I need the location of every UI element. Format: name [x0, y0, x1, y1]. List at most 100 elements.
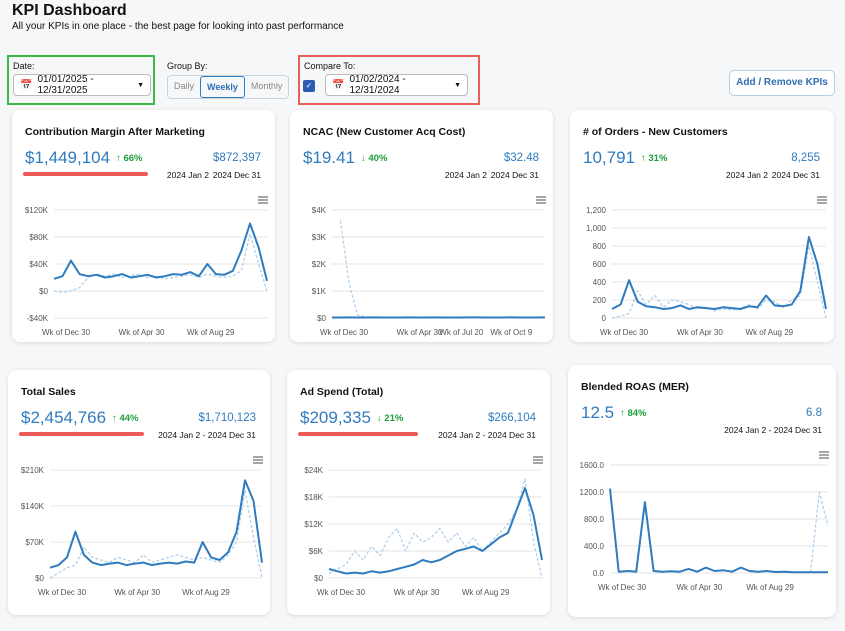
y-tick-label: $70K [25, 538, 44, 547]
kpi-card: NCAC (New Customer Acq Cost) $19.41 ↓ 40% $… [290, 110, 553, 342]
y-tick-label: $0 [317, 314, 326, 323]
y-tick-label: $0 [314, 574, 323, 583]
group-by-option[interactable]: Weekly [200, 76, 245, 98]
y-tick-label: 800.0 [584, 515, 605, 524]
highlight-underline [298, 432, 418, 436]
series-line [53, 222, 268, 282]
compare-value: $266,104 [488, 412, 536, 424]
x-tick-label: Wk of Aug 29 [182, 588, 230, 597]
compare-value: 6.8 [806, 407, 822, 419]
y-tick-label: $2K [312, 260, 327, 269]
y-tick-label: $18K [304, 493, 323, 502]
x-tick-label: Wk of Apr 30 [114, 588, 160, 597]
x-tick-label: Wk of Aug 29 [746, 328, 794, 337]
compare-period: 2024 Dec 31 [771, 170, 820, 180]
y-tick-label: 1,000 [586, 224, 607, 233]
compare-period: 2024 Dec 31 [490, 170, 539, 180]
x-tick-label: Wk of Oct 9 [490, 328, 532, 337]
y-tick-label: -$40K [27, 314, 49, 323]
compare-period: 2024 Jan 2 [444, 170, 487, 180]
y-tick-label: $1K [312, 287, 327, 296]
series-line [328, 478, 543, 579]
kpi-card: Total Sales $2,454,766 ↑ 44% $1,710,123 2024… [8, 370, 270, 615]
group-by-selector: Daily Weekly Monthly [167, 75, 290, 99]
y-tick-label: 0.0 [593, 569, 605, 578]
compare-label: Compare To: [304, 61, 356, 71]
y-tick-label: $120K [25, 206, 49, 215]
kpi-card: Blended ROAS (MER) 12.5 ↑ 84% 6.8 2024 Jan 2… [568, 365, 836, 617]
card-title: NCAC (New Customer Acq Cost) [303, 126, 466, 138]
y-tick-label: $4K [312, 206, 327, 215]
kpi-change: ↓ 21% [376, 413, 404, 424]
series-line [49, 490, 263, 579]
x-tick-label: Wk of Apr 30 [676, 583, 722, 592]
x-tick-label: Wk of Dec 30 [38, 588, 87, 597]
line-chart: $0 $6K $12K $18K $24K Wk of Dec 30 Wk of Apr 3… [304, 456, 543, 597]
kpi-value: $2,454,766 [21, 408, 107, 427]
x-tick-label: Wk of Dec 30 [598, 583, 647, 592]
y-tick-label: 400.0 [584, 542, 605, 551]
compare-picker[interactable]: 📅 01/02/2024 - 12/31/2024 ▼ [325, 74, 468, 96]
compare-checkbox[interactable]: ✓ [303, 80, 315, 92]
x-tick-label: Wk of Apr 30 [397, 328, 443, 337]
x-tick-label: Wk of Apr 30 [677, 328, 723, 337]
series-line [611, 236, 827, 310]
x-tick-label: Wk of Apr 30 [119, 328, 165, 337]
card-title: Total Sales [21, 386, 76, 398]
x-tick-label: Wk of Dec 30 [320, 328, 369, 337]
kpi-card: # of Orders - New Customers 10,791 ↑ 31% 8,… [570, 110, 834, 342]
y-tick-label: $210K [21, 466, 45, 475]
card-title: # of Orders - New Customers [583, 126, 728, 138]
x-tick-label: Wk of Dec 30 [42, 328, 91, 337]
x-tick-label: Wk of Dec 30 [317, 588, 366, 597]
series-line [49, 479, 263, 569]
kpi-value: $1,449,104 [25, 148, 111, 167]
date-picker[interactable]: 📅 01/01/2025 - 12/31/2025 ▼ [13, 74, 151, 96]
card-title: Contribution Margin After Marketing [25, 126, 205, 138]
compare-highlight [298, 55, 480, 105]
date-label: Date: [13, 61, 35, 71]
card-title: Ad Spend (Total) [300, 386, 384, 398]
kpi-card: Contribution Margin After Marketing $1,44… [12, 110, 275, 342]
x-tick-label: Wk of Apr 30 [394, 588, 440, 597]
y-tick-label: 600 [593, 260, 607, 269]
compare-period: 2024 Jan 2 [166, 170, 209, 180]
line-chart: 0.0 400.0 800.0 1200.0 1600.0 Wk of Dec 30 Wk … [580, 451, 829, 592]
page-subtitle: All your KPIs in one place - the best pa… [12, 21, 344, 32]
y-tick-label: $12K [304, 520, 323, 529]
compare-period: 2024 Dec 31 [212, 170, 261, 180]
y-tick-label: $80K [29, 233, 48, 242]
y-tick-label: $3K [312, 233, 327, 242]
line-chart: $0 $70K $140K $210K Wk of Dec 30 Wk of Apr 30… [21, 456, 263, 597]
line-chart: 0 200 400 600 800 1,000 1,200 Wk of Dec 30 Wk of… [586, 196, 827, 337]
line-chart: $0 $1K $2K $3K $4K Wk of Dec 30 Wk of Apr 30 Wk… [312, 196, 546, 337]
group-by-option[interactable]: Daily [174, 81, 195, 91]
compare-period: 2024 Jan 2 - 2024 Dec 31 [158, 430, 256, 440]
compare-value: $32.48 [503, 152, 539, 164]
series-line [53, 233, 268, 293]
series-line [810, 491, 829, 573]
compare-value: 8,255 [791, 152, 820, 164]
group-by-option[interactable]: Monthly [250, 81, 283, 91]
series-line [339, 220, 546, 318]
y-tick-label: 400 [593, 278, 607, 287]
add-remove-kpis-button[interactable]: Add / Remove KPIs [729, 70, 835, 96]
kpi-change: ↓ 40% [361, 153, 388, 164]
compare-period: 2024 Jan 2 [725, 170, 768, 180]
y-tick-label: 1,200 [586, 206, 607, 215]
y-tick-label: $6K [309, 547, 324, 556]
kpi-change: ↑ 31% [641, 153, 668, 164]
group-by-label: Group By: [167, 61, 208, 71]
x-tick-label: Wk of Aug 29 [746, 583, 794, 592]
kpi-change: ↑ 44% [112, 413, 139, 424]
y-tick-label: 1600.0 [580, 461, 605, 470]
kpi-value: $19.41 [303, 148, 355, 167]
x-tick-label: Wk of Aug 29 [187, 328, 235, 337]
y-tick-label: 800 [593, 242, 607, 251]
y-tick-label: $0 [39, 287, 48, 296]
compare-value: 01/02/2024 - 12/31/2024 [349, 74, 406, 96]
compare-value: $1,710,123 [198, 412, 256, 424]
y-tick-label: $40K [29, 260, 48, 269]
y-tick-label: $0 [35, 574, 44, 583]
